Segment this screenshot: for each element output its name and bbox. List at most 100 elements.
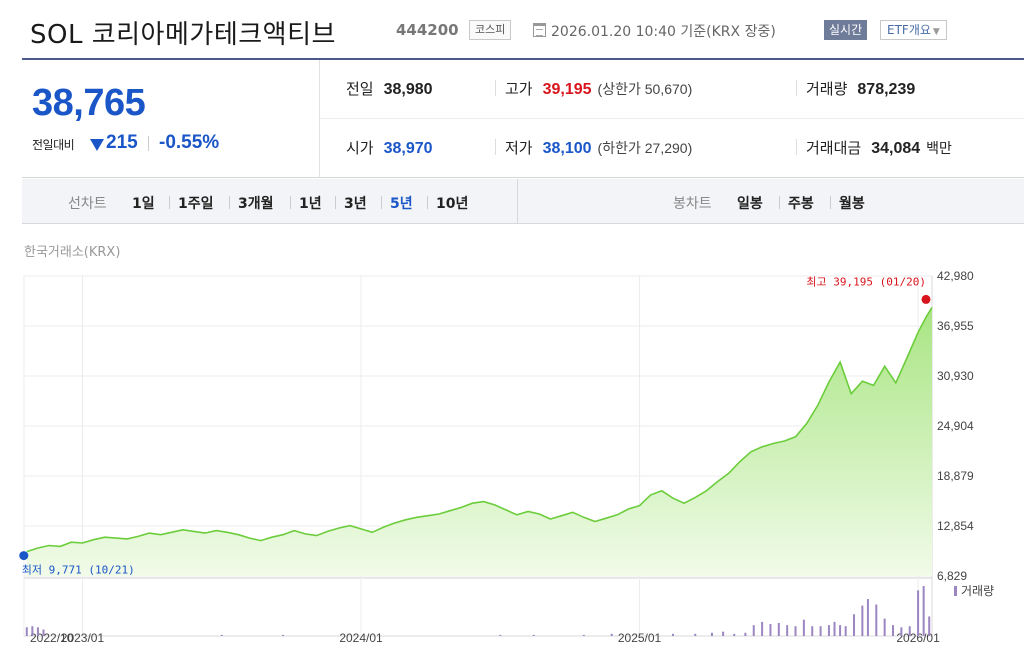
volume-bar (922, 586, 925, 636)
trade-value-unit: 백만 (926, 141, 952, 157)
trade-value-label: 거래대금 (806, 139, 862, 157)
volume-bar (220, 634, 223, 636)
y-tick-label: 36,955 (937, 319, 974, 333)
period-5y[interactable]: 5년 (390, 196, 413, 212)
period-split (517, 179, 518, 224)
volume-bar (31, 626, 34, 636)
volume-bar (671, 633, 674, 636)
volume-bar (582, 634, 585, 636)
period-3m[interactable]: 3개월 (238, 196, 274, 212)
down-triangle-icon (90, 139, 104, 151)
realtime-button[interactable]: 실시간 (824, 20, 868, 40)
volume-bar (900, 627, 903, 636)
volume-bar (844, 626, 847, 636)
period-1d[interactable]: 1일 (132, 196, 155, 212)
low-value: 38,100 (542, 140, 592, 157)
volume-bar (769, 624, 772, 636)
quote-row-1: 전일 38,980 고가 39,195 (상한가 50,670) 거래량 878,239 (320, 60, 1024, 119)
volume-bar (282, 634, 285, 636)
base-time: 2026.01.20 10:40 기준(KRX 장중) (551, 24, 776, 40)
etf-header: SOL 코리아메가테크액티브 444200 코스피 2026.01.20 10:… (0, 0, 1024, 58)
quote-main: 38,765 전일대비 215 -0.55% (22, 60, 320, 178)
y-tick-label: 6,829 (937, 569, 967, 583)
volume-bar (928, 616, 931, 636)
etf-info-dropdown[interactable]: ETF개요 ▼ (880, 20, 947, 40)
quote-row-2: 시가 38,970 저가 38,100 (하한가 27,290) 거래대금 34,084… (320, 119, 1024, 178)
divider (495, 139, 496, 155)
high-label: 고가 (505, 80, 533, 98)
volume-bar (917, 590, 920, 636)
price-line (26, 306, 933, 553)
y-axis: 42,980 36,955 30,930 24,904 18,879 12,854 6,82… (937, 269, 974, 583)
volume-legend-swatch (954, 586, 957, 596)
price-area (26, 307, 933, 576)
period-1y[interactable]: 1년 (299, 196, 322, 212)
lower-limit-value: 27,290 (644, 140, 688, 156)
grid-layer (23, 275, 933, 637)
volume-bar (499, 634, 502, 636)
volume-bar (883, 618, 886, 636)
period-1w[interactable]: 1주일 (178, 196, 214, 212)
volume-bar (802, 619, 805, 636)
divider (796, 80, 797, 96)
etf-info-label: ETF개요 (887, 23, 931, 37)
separator (830, 196, 831, 209)
separator (169, 196, 170, 209)
trade-value-value: 34,084 (871, 140, 921, 157)
volume-bar (839, 625, 842, 636)
candle-chart-label: 봉차트 (673, 196, 712, 212)
y-tick-label: 42,980 (937, 269, 974, 283)
etf-code: 444200 (396, 21, 459, 39)
volume-bar (42, 629, 45, 636)
x-tick-label: 2022/10 (30, 631, 74, 645)
volume-bar (722, 631, 725, 636)
calendar-icon (533, 23, 546, 37)
period-bar: 선차트 1일 1주일 3개월 1년 3년 5년 10년 봉차트 일봉 주봉 월봉 (22, 179, 1024, 224)
high-value: 39,195 (542, 81, 592, 98)
max-point-marker (921, 294, 931, 304)
period-3y[interactable]: 3년 (344, 196, 367, 212)
separator (335, 196, 336, 209)
quote-grid: 전일 38,980 고가 39,195 (상한가 50,670) 거래량 878,239… (320, 60, 1024, 178)
etf-name: SOL 코리아메가테크액티브 (30, 20, 336, 50)
open-value: 38,970 (383, 140, 433, 157)
prev-close-value: 38,980 (383, 81, 433, 98)
low-label: 저가 (505, 139, 533, 157)
volume: 거래량 878,239 (806, 78, 915, 99)
upper-limit-label: 상한가 (602, 81, 641, 97)
price-chart[interactable]: 42,980 36,955 30,930 24,904 18,879 12,854 6,82… (0, 262, 1024, 671)
candle-weekly[interactable]: 주봉 (788, 196, 814, 212)
candle-daily[interactable]: 일봉 (737, 196, 763, 212)
high-price: 고가 39,195 (상한가 50,670) (505, 78, 692, 99)
volume-bar (827, 625, 830, 636)
volume-legend-label: 거래량 (961, 584, 994, 598)
volume-bar (892, 625, 895, 636)
max-annotation: 최고 39,195 (01/20) (806, 275, 926, 288)
volume-bar (36, 627, 39, 636)
prev-close: 전일 38,980 (346, 78, 433, 99)
x-tick-label: 2024/01 (339, 631, 383, 645)
period-10y[interactable]: 10년 (436, 196, 469, 212)
volume-layer (25, 586, 931, 636)
volume-bar (532, 634, 535, 636)
volume-bar (786, 625, 789, 636)
volume-bar (833, 621, 836, 636)
change-percent: -0.55% (159, 132, 220, 153)
prev-close-label: 전일 (346, 80, 374, 98)
y-tick-label: 12,854 (937, 519, 974, 533)
separator (290, 196, 291, 209)
min-point-marker (19, 551, 29, 561)
volume-bar (761, 621, 764, 636)
market-badge: 코스피 (469, 20, 512, 40)
volume-bar (861, 605, 864, 636)
line-chart-label: 선차트 (68, 196, 107, 212)
separator (381, 196, 382, 209)
separator (779, 196, 780, 209)
candle-monthly[interactable]: 월봉 (839, 196, 865, 212)
volume-label: 거래량 (806, 80, 848, 98)
volume-bar (908, 626, 911, 636)
volume-bar (744, 632, 747, 636)
annotation-layer: 최고 39,195 (01/20) 최저 9,771 (10/21) 거래량 (19, 275, 994, 598)
divider (495, 80, 496, 96)
